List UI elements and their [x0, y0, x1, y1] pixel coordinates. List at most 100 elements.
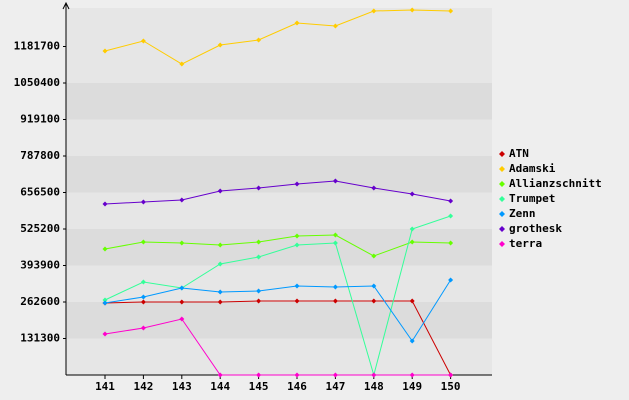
- data-point: [102, 300, 108, 306]
- data-point: [448, 277, 454, 283]
- series-line: [104, 9, 451, 65]
- data-point: [256, 372, 262, 378]
- data-point: [140, 239, 146, 245]
- data-point: [102, 201, 108, 207]
- x-tick-label: 142: [133, 380, 153, 393]
- grid-band: [66, 119, 492, 156]
- y-tick-label: 525200: [20, 222, 60, 235]
- data-point: [217, 261, 223, 267]
- grid-band: [66, 8, 492, 47]
- y-tick-label: 919100: [20, 113, 60, 126]
- data-point: [179, 61, 185, 67]
- x-tick-label: 149: [402, 380, 422, 393]
- grid-band: [66, 156, 492, 193]
- legend-label: grothesk: [509, 222, 562, 235]
- data-point: [371, 298, 377, 304]
- data-point: [140, 299, 146, 305]
- x-tick-label: 143: [172, 380, 192, 393]
- x-tick-label: 144: [210, 380, 230, 393]
- data-point: [256, 37, 262, 43]
- data-point: [179, 285, 185, 291]
- series-line: [104, 318, 451, 376]
- data-point: [409, 338, 415, 344]
- data-point: [409, 239, 415, 245]
- legend-label: Zenn: [509, 207, 536, 220]
- grid-band: [66, 338, 492, 375]
- data-point: [294, 181, 300, 187]
- data-point: [140, 325, 146, 331]
- legend-label: Allianzschnitt: [509, 177, 602, 190]
- data-point: [217, 42, 223, 48]
- data-point: [332, 284, 338, 290]
- data-point: [294, 372, 300, 378]
- legend-label: ATN: [509, 147, 529, 160]
- data-point: [256, 298, 262, 304]
- data-point: [217, 289, 223, 295]
- legend-label: Adamski: [509, 162, 556, 175]
- legend-marker: [499, 211, 505, 217]
- data-point: [140, 199, 146, 205]
- legend-label: Trumpet: [509, 192, 555, 205]
- data-point: [294, 283, 300, 289]
- grid-band: [66, 302, 492, 339]
- data-point: [140, 38, 146, 44]
- legend-marker: [499, 181, 505, 187]
- series-line: [104, 180, 451, 205]
- data-point: [409, 298, 415, 304]
- data-point: [371, 253, 377, 259]
- data-point: [371, 8, 377, 14]
- data-point: [217, 299, 223, 305]
- data-point: [448, 372, 454, 378]
- data-point: [179, 197, 185, 203]
- data-point: [409, 7, 415, 13]
- x-tick-label: 145: [249, 380, 269, 393]
- grid-band: [66, 83, 492, 120]
- x-tick-label: 150: [441, 380, 461, 393]
- data-point: [409, 372, 415, 378]
- y-tick-label: 1050400: [14, 76, 60, 89]
- legend-marker: [499, 151, 505, 157]
- y-axis-arrow: [62, 1, 70, 10]
- data-point: [179, 316, 185, 322]
- legend-marker: [499, 241, 505, 247]
- data-point: [294, 242, 300, 248]
- data-point: [294, 233, 300, 239]
- legend-marker: [499, 196, 505, 202]
- y-tick-label: 1181700: [14, 40, 60, 53]
- series-line: [104, 279, 452, 342]
- series-line: [104, 234, 451, 257]
- data-point: [140, 294, 146, 300]
- x-tick-label: 141: [95, 380, 115, 393]
- data-point: [217, 372, 223, 378]
- data-point: [332, 232, 338, 238]
- grid-band: [66, 46, 492, 83]
- data-point: [332, 298, 338, 304]
- data-point: [448, 240, 454, 246]
- x-tick-label: 146: [287, 380, 307, 393]
- data-point: [371, 372, 377, 378]
- data-point: [332, 23, 338, 29]
- data-point: [179, 299, 185, 305]
- data-point: [448, 213, 454, 219]
- data-point: [102, 48, 108, 54]
- data-point: [409, 191, 415, 197]
- y-tick-label: 262600: [20, 295, 60, 308]
- legend-marker: [499, 226, 505, 232]
- y-tick-label: 131300: [20, 332, 60, 345]
- data-point: [448, 198, 454, 204]
- series-line: [104, 215, 451, 377]
- grid-band: [66, 265, 492, 302]
- data-point: [102, 297, 108, 303]
- grid-band: [66, 192, 492, 229]
- data-point: [332, 240, 338, 246]
- data-point: [217, 188, 223, 194]
- x-tick-label: 147: [325, 380, 345, 393]
- x-tick-label: 148: [364, 380, 384, 393]
- y-tick-label: 393900: [20, 259, 60, 272]
- y-tick-label: 656500: [20, 186, 60, 199]
- data-point: [102, 331, 108, 337]
- data-point: [409, 226, 415, 232]
- data-point: [448, 8, 454, 14]
- data-point: [371, 185, 377, 191]
